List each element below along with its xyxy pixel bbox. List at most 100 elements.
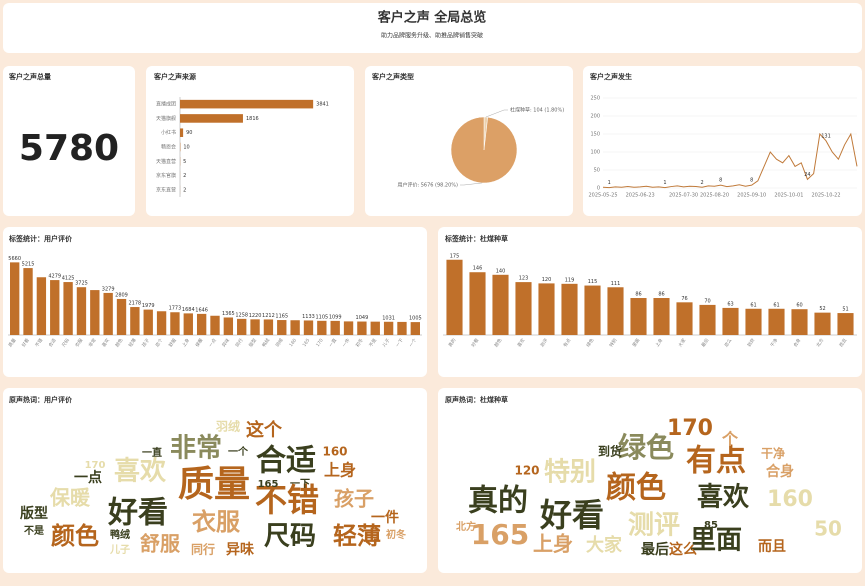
value-label: 5 [183,159,186,165]
category-label: 一下 [395,337,405,348]
category-label: 喜欢 [100,337,111,349]
cloud-word: 一下 [290,478,310,490]
bar [469,272,486,335]
panel [146,66,354,216]
value-label: 8 [719,178,722,184]
kpi-value: 5780 [19,128,119,169]
value-label: 1 [608,180,611,186]
category-label: 上身 [180,337,191,349]
value-label: 1005 [409,316,422,322]
category-label: 合身 [791,337,802,349]
value-label: 1212 [262,313,275,319]
value-label: 1365 [222,311,235,317]
bar [676,302,693,335]
category-label: 质量 [7,337,18,349]
bar [180,99,314,109]
cloud-word: 170 [667,416,713,441]
cloud-word: 160 [767,487,813,512]
cloud-word: 儿子 [109,544,130,556]
value-label: 1773 [169,306,182,312]
bar [630,298,647,335]
y-tick-label: 100 [590,150,600,156]
cloud-word: 上身 [324,461,356,480]
bar [23,268,33,335]
bar [36,277,47,335]
cloud-word: 160 [322,445,347,459]
category-label: 一件 [341,337,352,349]
cloud-word: 85 [704,520,718,531]
category-label: 轻薄 [127,337,138,349]
value-label: 70 [704,298,710,304]
category-label: 京东官旗 [156,172,176,179]
value-label: 3725 [75,281,88,287]
cloud-word: 最后 [641,541,669,558]
category-label: 这么 [722,337,733,349]
category-label: 北方 [814,337,825,349]
x-tick-label: 2025-10-22 [811,193,840,199]
value-label: 24 [804,172,810,178]
cloud-word: 170 [85,460,106,471]
bar [196,313,207,335]
value-label: 123 [519,276,529,282]
panel [583,66,862,216]
bar [515,282,532,335]
bar [745,308,762,335]
y-tick-label: 50 [594,168,600,174]
value-label: 5215 [22,262,35,268]
cloud-word: 不是 [24,525,44,537]
x-tick-label: 2025-10-01 [774,193,803,199]
cloud-word: 合适 [256,444,316,479]
value-label: 1105 [315,314,328,320]
kpi-title: 客户之声总量 [8,72,51,81]
bar [584,285,601,335]
bar [170,312,180,335]
cloud-word: 测评 [628,511,680,541]
category-label: 里面 [631,337,641,348]
value-label: 2 [183,173,186,179]
category-label: 上身 [653,337,664,349]
category-label: 干净 [768,337,779,349]
value-label: 4125 [62,276,75,282]
panel-title: 标签统计：杜煤种草 [444,234,508,243]
cloud-word: 大家 [586,534,623,556]
bar [10,262,20,335]
category-label: 直播成团 [156,101,176,108]
bar [699,304,716,335]
category-label: 初冬 [354,337,365,349]
cloud-word: 这么 [669,541,697,558]
value-label: 119 [565,277,575,283]
category-label: 羽绒 [274,337,285,349]
bar [330,320,340,335]
value-label: 86 [658,292,664,298]
bar [237,318,247,335]
cloud-word: 绿色 [618,431,674,464]
cloud-word: 合身 [766,463,794,480]
category-label: 异味 [220,337,231,349]
bar [156,311,167,335]
bar [290,320,300,335]
panel-title: 原声热词：杜煤种草 [445,395,508,404]
cloud-word: 质量 [178,464,250,505]
cloud-word: 北方 [456,520,476,533]
value-label: 3841 [316,102,329,108]
value-label: 61 [773,302,779,308]
slice-label: 用户评价: 5676 (98.20%) [397,182,458,189]
panel-title: 客户之声类型 [371,72,414,81]
category-label: 天猫直营 [156,158,176,165]
cloud-word: 一直 [142,446,162,459]
value-label: 1049 [356,315,369,321]
cloud-word: 一件 [371,509,399,526]
cloud-word: 羽绒 [216,419,240,434]
bar [263,319,274,335]
category-label: 一直 [327,337,338,349]
category-label: 同行 [234,337,245,349]
panel [438,227,862,377]
category-label: 大家 [676,337,687,349]
value-label: 111 [611,281,621,287]
cloud-word: 里面 [690,526,742,556]
value-label: 1684 [182,307,195,313]
panel [3,227,427,377]
cloud-word: 喜欢 [114,457,167,487]
bar [63,282,73,335]
value-label: 1816 [246,116,259,122]
